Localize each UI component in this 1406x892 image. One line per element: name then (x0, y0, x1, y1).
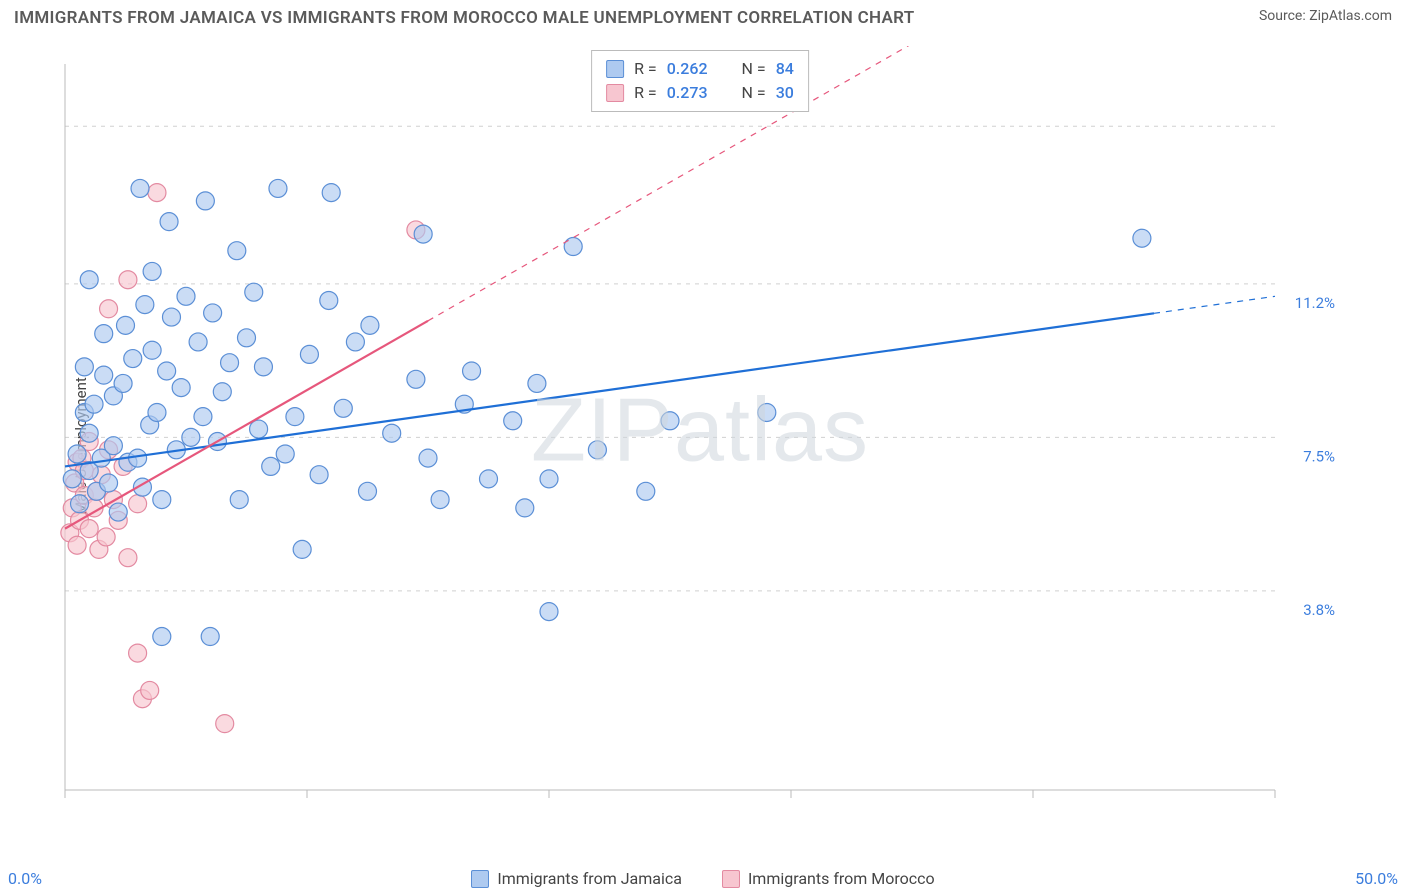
chart-header: IMMIGRANTS FROM JAMAICA VS IMMIGRANTS FR… (0, 0, 1406, 32)
svg-text:7.5%: 7.5% (1303, 447, 1335, 465)
chart-title: IMMIGRANTS FROM JAMAICA VS IMMIGRANTS FR… (14, 8, 914, 28)
swatch-morocco-icon (606, 84, 624, 102)
legend-n-value: 84 (776, 57, 794, 81)
legend-row-jamaica: R = 0.262 N = 84 (606, 57, 794, 81)
legend-r-label: R = (634, 57, 657, 81)
legend-r-value: 0.273 (667, 81, 708, 105)
legend-correlation: R = 0.262 N = 84 R = 0.273 N = 30 (591, 50, 809, 112)
swatch-jamaica-icon (471, 870, 489, 888)
legend-n-label: N = (742, 57, 766, 81)
svg-text:11.2%: 11.2% (1295, 294, 1335, 312)
legend-item-morocco: Immigrants from Morocco (722, 869, 935, 888)
legend-series: Immigrants from Jamaica Immigrants from M… (0, 869, 1406, 888)
swatch-jamaica-icon (606, 60, 624, 78)
plot-area: 3.8%7.5%11.2% ZIPatlas R =0.262N =84R =0… (55, 46, 1345, 826)
svg-text:3.8%: 3.8% (1303, 601, 1335, 619)
legend-item-jamaica: Immigrants from Jamaica (471, 869, 682, 888)
legend-r-value: 0.262 (667, 57, 708, 81)
swatch-morocco-icon (722, 870, 740, 888)
legend-series-label: Immigrants from Morocco (748, 869, 935, 888)
legend-n-label: N = (742, 81, 766, 105)
scatter-plot-svg: 3.8% 7.5% 11.2% (55, 46, 1345, 826)
legend-row-morocco: R = 0.273 N = 30 (606, 81, 794, 105)
chart-source: Source: ZipAtlas.com (1259, 8, 1392, 24)
legend-series-label: Immigrants from Jamaica (497, 869, 682, 888)
legend-n-value: 30 (776, 81, 794, 105)
legend-r-label: R = (634, 81, 657, 105)
